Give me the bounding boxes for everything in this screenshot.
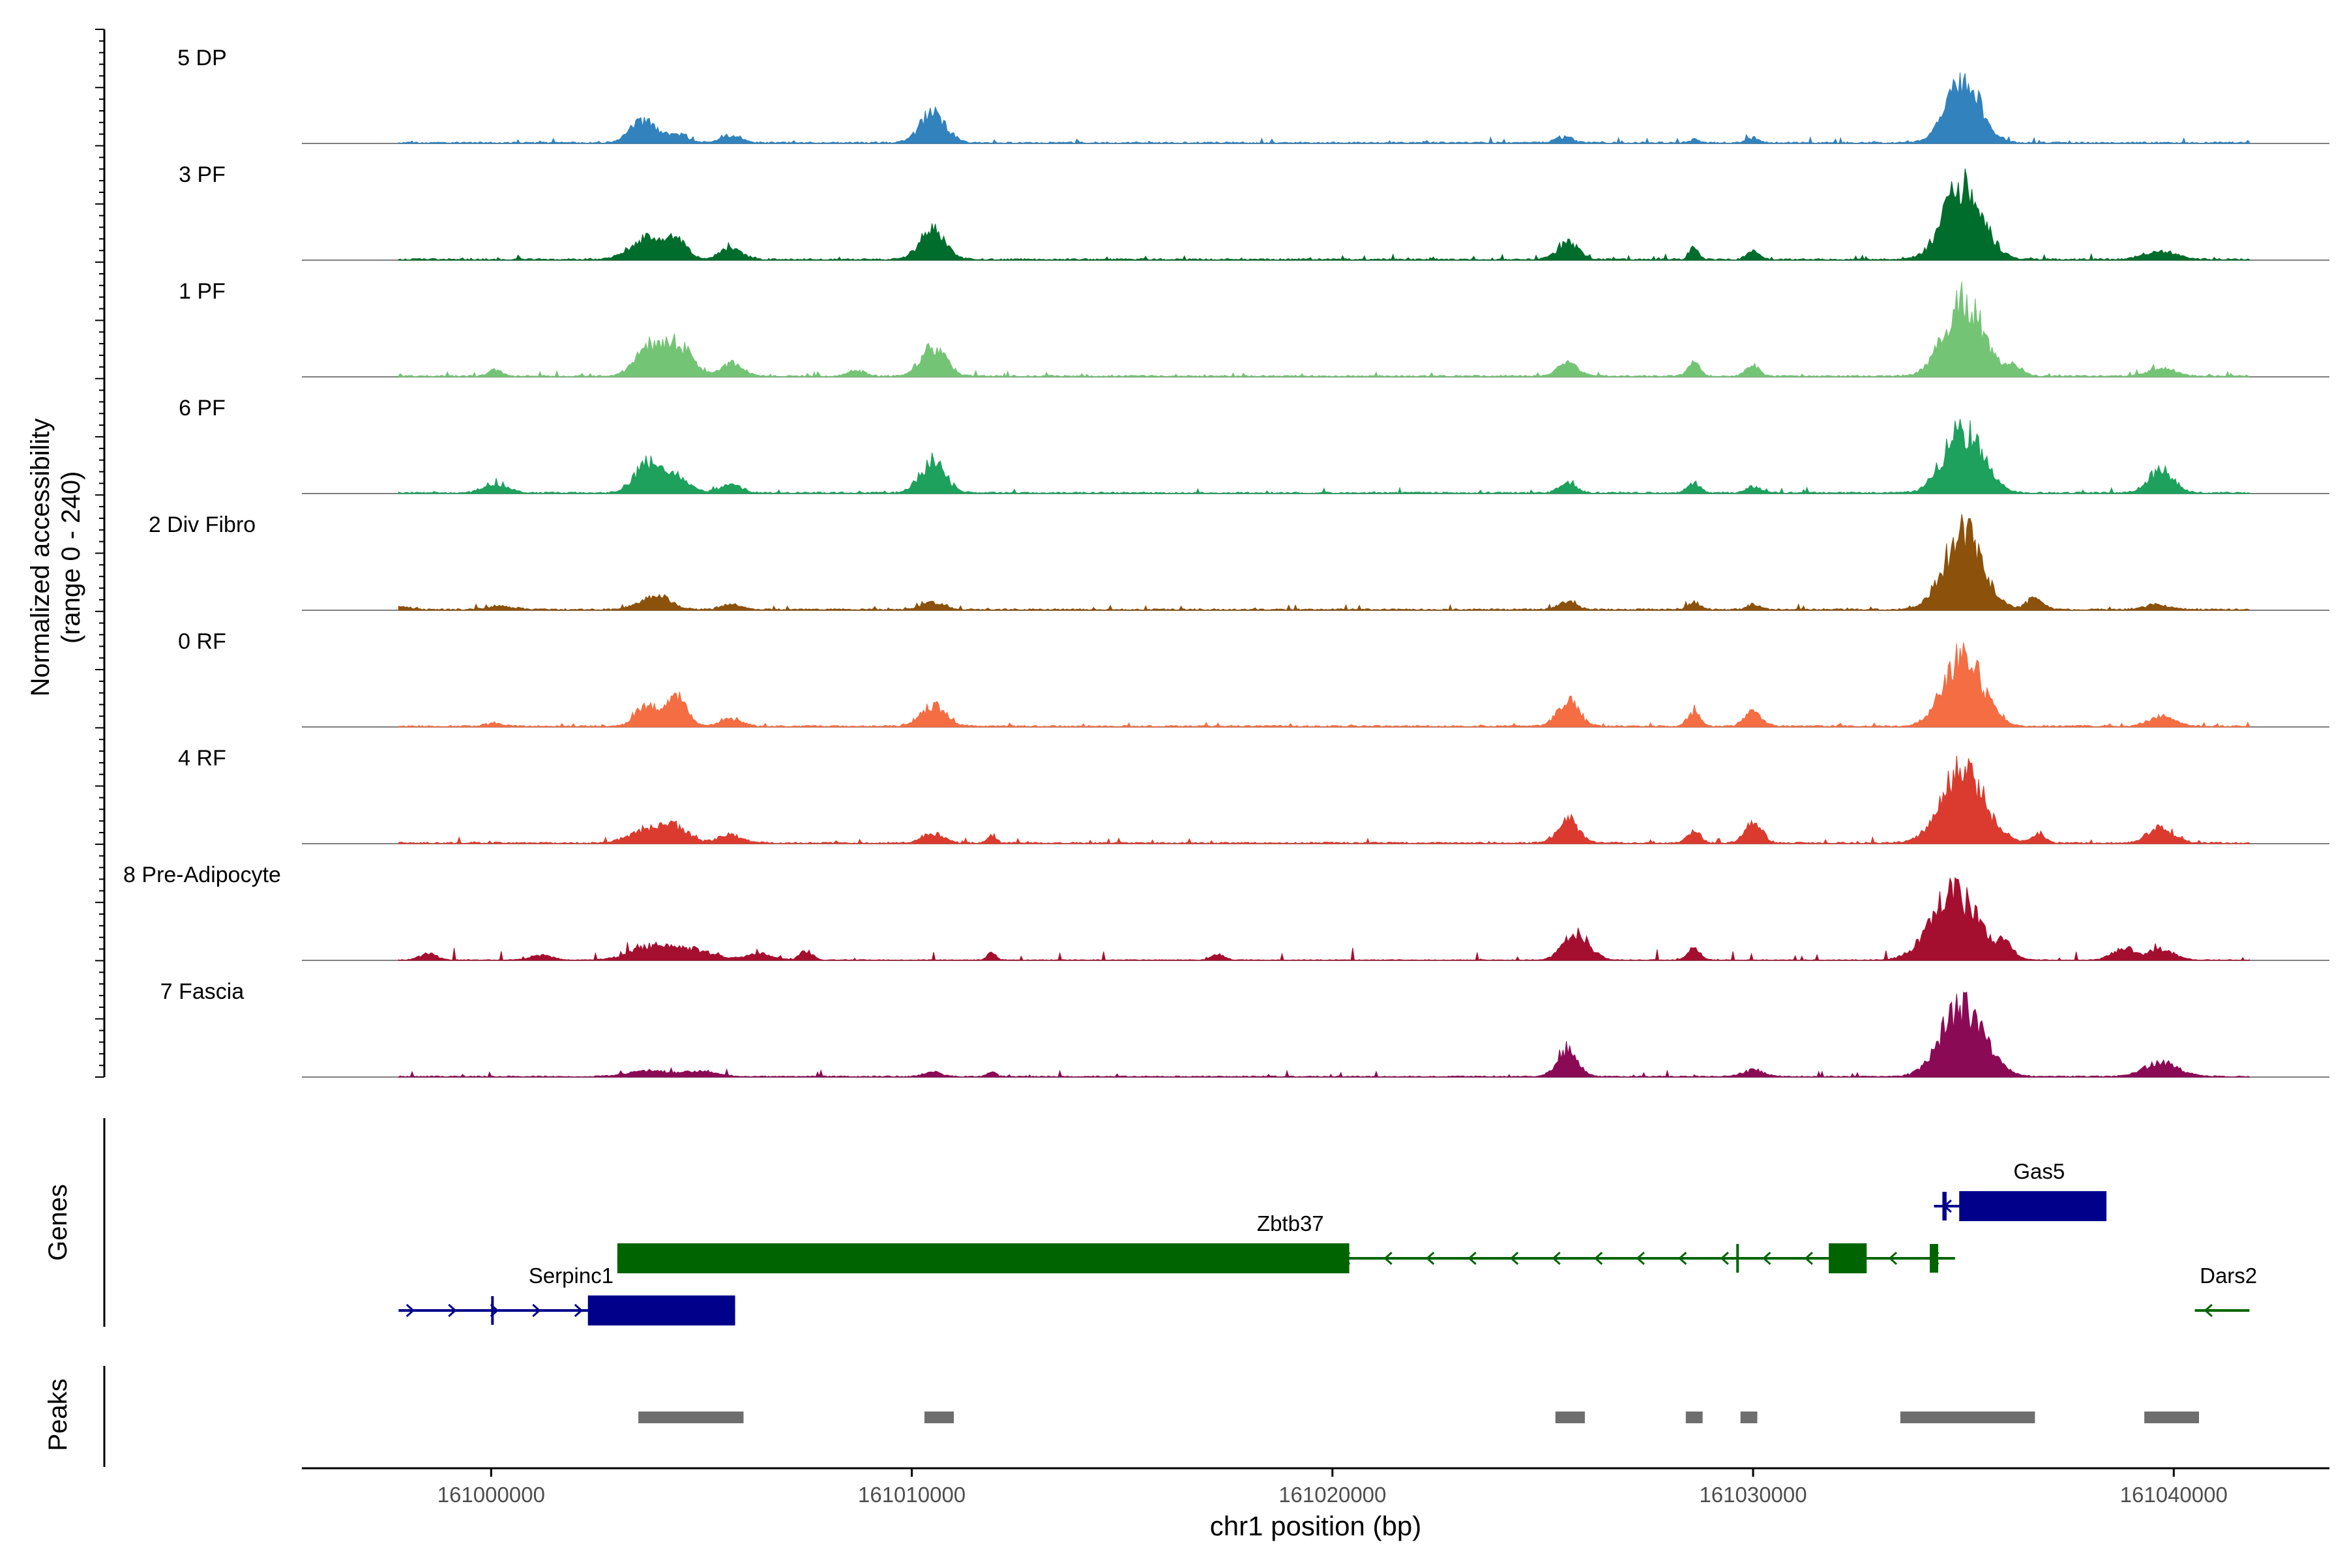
- strand-arrow: [1804, 1251, 1813, 1265]
- strand-arrow: [1383, 1251, 1393, 1265]
- gene-label: Serpinc1: [529, 1264, 613, 1288]
- coverage-area: [398, 877, 2250, 961]
- x-tick-label: 161000000: [437, 1483, 545, 1507]
- strand-arrow: [1594, 1251, 1603, 1265]
- y-axis-title-line1: Normalized accessibility: [26, 419, 55, 697]
- coverage-track: 3 PF: [179, 162, 2329, 261]
- strand-arrow: [1510, 1251, 1519, 1265]
- gene-exon: [617, 1243, 1350, 1273]
- strand-arrow: [406, 1303, 415, 1318]
- strand-arrow: [1552, 1251, 1561, 1265]
- peak-region: [924, 1412, 954, 1423]
- strand-arrow: [1720, 1251, 1729, 1265]
- x-tick-label: 161040000: [2120, 1483, 2228, 1507]
- genes-panel-label: Genes: [44, 1184, 72, 1261]
- strand-arrow: [574, 1303, 583, 1318]
- gene-exon: [491, 1296, 494, 1325]
- gene-exon: [1942, 1192, 1947, 1220]
- gene-exon: [1829, 1243, 1867, 1273]
- peak-region: [1555, 1412, 1585, 1423]
- coverage-area: [398, 514, 2250, 611]
- strand-arrow: [1678, 1251, 1687, 1265]
- gene-exon: [1959, 1191, 2107, 1221]
- coverage-area: [398, 72, 2250, 144]
- track-label: 0 RF: [178, 629, 226, 654]
- strand-arrow: [532, 1303, 541, 1318]
- y-axis-title-line2: (range 0 - 240): [57, 471, 85, 644]
- track-label: 1 PF: [179, 279, 226, 304]
- gene-model: Zbtb37: [617, 1211, 1955, 1273]
- gene-label: Zbtb37: [1257, 1211, 1324, 1235]
- coverage-area: [398, 642, 2250, 728]
- peak-region: [1685, 1412, 1703, 1423]
- peak-region: [2144, 1412, 2199, 1423]
- coverage-y-axis-ticks: [95, 29, 104, 1078]
- strand-arrow: [1636, 1251, 1645, 1265]
- gene-model: Serpinc1: [398, 1264, 735, 1325]
- track-label: 7 Fascia: [160, 979, 244, 1004]
- peak-region: [638, 1412, 744, 1423]
- strand-arrow: [1888, 1251, 1897, 1265]
- track-label: 5 DP: [177, 46, 227, 70]
- peak-region: [1900, 1412, 2035, 1423]
- coverage-track: 2 Div Fibro: [149, 512, 2329, 611]
- x-tick-label: 161010000: [858, 1483, 966, 1507]
- gene-label: Gas5: [2013, 1159, 2065, 1183]
- gene-annotations: Serpinc1 Zbtb37 Gas5 Dars2: [398, 1159, 2257, 1325]
- coverage-area: [398, 281, 2250, 378]
- gene-model: Gas5: [1934, 1159, 2107, 1221]
- peak-region: [1740, 1412, 1758, 1423]
- track-label: 2 Div Fibro: [149, 512, 256, 537]
- track-label: 8 Pre-Adipocyte: [123, 863, 281, 887]
- track-label: 6 PF: [179, 396, 226, 421]
- strand-arrow: [1468, 1251, 1477, 1265]
- gene-exon: [587, 1295, 735, 1325]
- coverage-track: 7 Fascia: [160, 979, 2329, 1078]
- gene-label: Dars2: [2200, 1264, 2257, 1288]
- strand-arrow: [1425, 1251, 1435, 1265]
- coverage-area: [398, 419, 2250, 494]
- coverage-track: 4 RF: [178, 746, 2329, 844]
- coverage-track: 6 PF: [179, 396, 2329, 494]
- coverage-tracks: 5 DP 3 PF 1 PF 6 PF 2 Div Fibro 0 RF 4 RF 8 Pre…: [123, 46, 2329, 1078]
- x-tick-label: 161020000: [1278, 1483, 1386, 1507]
- coverage-area: [398, 755, 2250, 844]
- peaks-panel-label: Peaks: [44, 1378, 72, 1451]
- x-tick-label: 161030000: [1699, 1483, 1807, 1507]
- coverage-area: [398, 168, 2250, 261]
- gene-exon: [1930, 1244, 1938, 1273]
- coverage-track: 1 PF: [179, 279, 2329, 378]
- strand-arrow: [448, 1303, 457, 1318]
- peak-regions: [638, 1412, 2199, 1423]
- gene-model: Dars2: [2194, 1264, 2257, 1318]
- x-axis-ticks: 161000000 161010000 161020000 161030000 1610…: [437, 1468, 2228, 1507]
- track-label: 4 RF: [178, 746, 226, 771]
- track-label: 3 PF: [179, 162, 226, 187]
- coverage-area: [398, 991, 2250, 1078]
- coverage-track: 5 DP: [177, 46, 2329, 144]
- strand-arrow: [1762, 1251, 1771, 1265]
- coverage-track: 0 RF: [178, 629, 2329, 728]
- x-axis-title: chr1 position (bp): [1210, 1511, 1422, 1541]
- strand-arrow: [2204, 1303, 2213, 1318]
- coverage-track: 8 Pre-Adipocyte: [123, 863, 2329, 961]
- gene-exon: [1736, 1244, 1739, 1273]
